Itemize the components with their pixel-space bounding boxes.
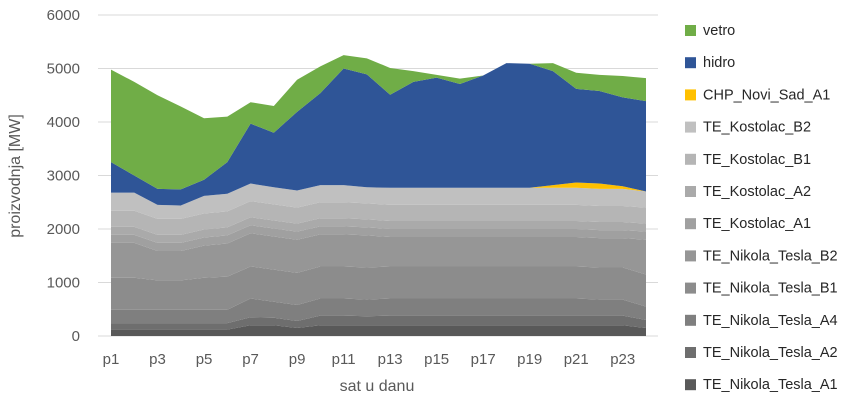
area-chp-novi-sad-a1 <box>111 182 646 206</box>
area-te-kostolac-a1 <box>111 225 646 251</box>
x-tick-label: p13 <box>378 351 403 368</box>
y-tick-label: 0 <box>72 328 80 345</box>
legend-label-te-kostolac-a2: TE_Kostolac_A2 <box>703 184 811 200</box>
legend-swatch-te-kostolac-a2 <box>685 186 696 197</box>
legend-swatch-chp-novi-sad-a1 <box>685 89 696 101</box>
area-te-nikola-tesla-b2 <box>111 233 646 281</box>
legend-label-te-nikola-tesla-a1: TE_Nikola_Tesla_A1 <box>703 377 838 393</box>
x-tick-label: p15 <box>424 351 449 368</box>
area-te-nikola-tesla-a1 <box>111 325 646 336</box>
legend-swatch-te-kostolac-b1 <box>685 153 696 165</box>
legend-swatch-te-nikola-tesla-a2 <box>685 347 696 358</box>
x-tick-label: p19 <box>517 351 542 368</box>
legend-swatch-te-nikola-tesla-b1 <box>685 282 696 294</box>
x-tick-label: p1 <box>103 351 120 368</box>
y-axis-title: proizvodnja [MW] <box>7 114 24 238</box>
y-tick-label: 1000 <box>47 275 80 292</box>
legend: vetro hidro CHP_Novi_Sad_A1 TE_Kostolac_B2 T… <box>685 23 838 393</box>
legend-label-te-kostolac-b2: TE_Kostolac_B2 <box>703 120 811 136</box>
y-tick-label: 5000 <box>47 61 80 78</box>
y-tick-label: 2000 <box>47 221 80 238</box>
legend-label-te-nikola-tesla-a2: TE_Nikola_Tesla_A2 <box>703 345 838 361</box>
area-series-group <box>111 55 646 336</box>
legend-label-te-kostolac-a1: TE_Kostolac_A1 <box>703 216 811 232</box>
legend-swatch-te-kostolac-a1 <box>685 218 696 230</box>
legend-label-te-kostolac-b1: TE_Kostolac_B1 <box>703 152 811 168</box>
x-axis-title: sat u danu <box>340 378 415 395</box>
area-te-kostolac-b1 <box>111 201 646 235</box>
area-te-kostolac-b2 <box>111 183 646 219</box>
legend-label-vetro: vetro <box>703 23 735 39</box>
y-tick-label: 3000 <box>47 168 80 185</box>
x-tick-label: p9 <box>289 351 306 368</box>
x-tick-label: p23 <box>610 351 635 368</box>
x-axis-tick-labels: p1 p3 p5 p7 p9 p11 p13 p15 p17 p19 p21 p23 <box>103 351 636 368</box>
legend-label-te-nikola-tesla-b2: TE_Nikola_Tesla_B2 <box>703 248 838 264</box>
y-axis-tick-labels: 0 1000 2000 3000 4000 5000 6000 <box>47 7 80 345</box>
x-tick-label: p11 <box>332 351 356 368</box>
x-tick-label: p3 <box>149 351 166 368</box>
area-vetro <box>111 55 646 190</box>
legend-label-te-nikola-tesla-b1: TE_Nikola_Tesla_B1 <box>703 281 838 297</box>
x-tick-label: p17 <box>471 351 496 368</box>
area-te-nikola-tesla-a4 <box>111 298 646 324</box>
legend-label-chp-novi-sad-a1: CHP_Novi_Sad_A1 <box>703 87 830 103</box>
legend-swatch-te-nikola-tesla-b2 <box>685 250 696 262</box>
legend-label-te-nikola-tesla-a4: TE_Nikola_Tesla_A4 <box>703 313 838 329</box>
area-te-nikola-tesla-a2 <box>111 315 646 330</box>
area-te-nikola-tesla-b1 <box>111 266 646 310</box>
legend-swatch-te-nikola-tesla-a1 <box>685 379 696 391</box>
legend-swatch-vetro <box>685 25 696 36</box>
legend-swatch-te-nikola-tesla-a4 <box>685 314 696 326</box>
legend-swatch-hidro <box>685 57 696 69</box>
legend-swatch-te-kostolac-b2 <box>685 121 696 133</box>
y-tick-label: 4000 <box>47 114 80 131</box>
area-te-kostolac-a2 <box>111 217 646 243</box>
y-tick-label: 6000 <box>47 7 80 24</box>
x-tick-label: p5 <box>196 351 213 368</box>
x-tick-label: p7 <box>242 351 259 368</box>
x-tick-label: p21 <box>564 351 589 368</box>
legend-label-hidro: hidro <box>703 55 735 71</box>
area-hidro <box>111 63 646 206</box>
